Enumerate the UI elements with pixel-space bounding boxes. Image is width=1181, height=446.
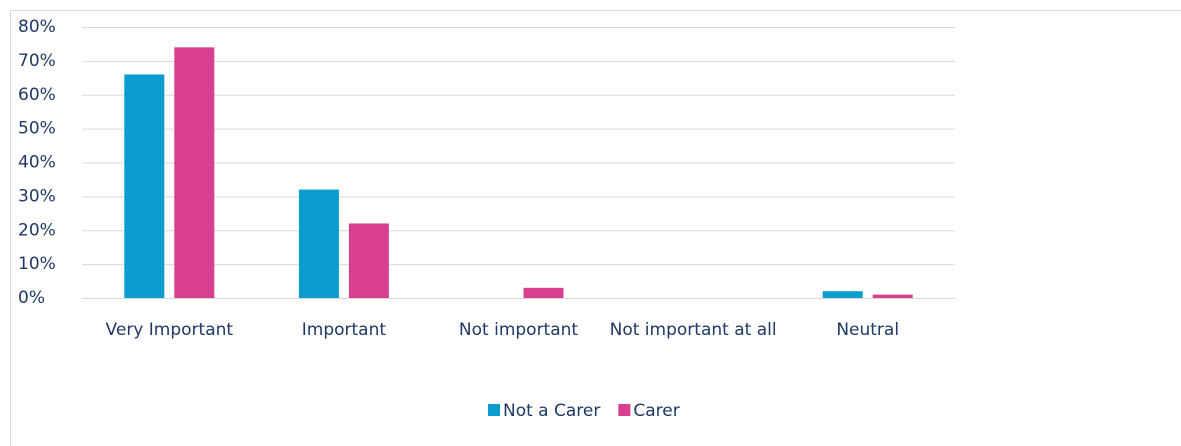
y-tick-label: 40%	[18, 153, 56, 173]
x-tick-label: Not important at all	[609, 320, 777, 340]
y-tick-label: 80%	[18, 17, 56, 37]
x-tick-label: Very Important	[105, 320, 234, 340]
y-tick-label: 60%	[18, 85, 56, 105]
bar	[348, 223, 389, 298]
bar	[174, 47, 215, 299]
bar	[872, 294, 913, 298]
legend-label: Not a Carer	[503, 401, 600, 421]
bar	[822, 291, 863, 298]
bar	[298, 189, 339, 298]
bar	[124, 74, 165, 298]
legend-swatch	[488, 404, 500, 416]
legend-swatch	[618, 404, 631, 416]
x-tick-label: Important	[301, 320, 387, 340]
y-tick-label: 20%	[18, 220, 56, 240]
y-tick-label: 0%	[18, 288, 45, 308]
y-tick-label: 30%	[18, 186, 56, 206]
legend-label: Carer	[633, 401, 679, 421]
y-tick-label: 70%	[18, 51, 56, 71]
y-tick-label: 50%	[18, 119, 56, 139]
x-tick-label: Neutral	[836, 320, 900, 340]
x-tick-label: Not important	[458, 320, 579, 340]
bar	[523, 287, 564, 298]
y-tick-label: 10%	[18, 254, 56, 274]
